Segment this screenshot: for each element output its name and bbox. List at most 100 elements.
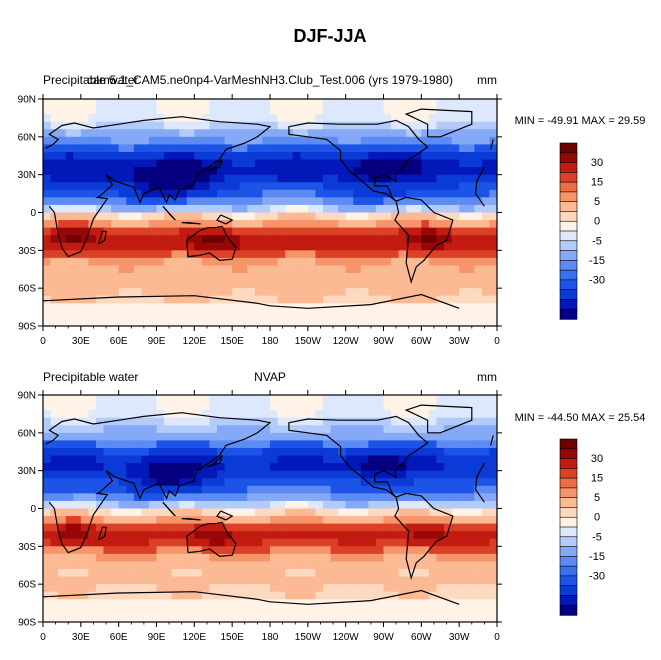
field-cell xyxy=(292,197,301,206)
field-cell xyxy=(232,440,241,449)
field-cell xyxy=(338,235,347,244)
field-cell xyxy=(360,114,369,123)
field-cell xyxy=(171,584,180,593)
field-cell xyxy=(186,614,195,622)
field-cell xyxy=(103,114,112,123)
field-cell xyxy=(126,561,135,570)
field-cell xyxy=(111,599,120,608)
field-cell xyxy=(466,440,475,449)
field-cell xyxy=(421,538,430,547)
field-cell xyxy=(43,395,52,404)
field-cell xyxy=(133,463,142,472)
field-cell xyxy=(118,432,127,441)
field-cell xyxy=(209,99,218,108)
field-cell xyxy=(201,288,211,297)
field-cell xyxy=(353,447,362,457)
field-cell xyxy=(277,440,286,449)
field-cell xyxy=(481,584,491,593)
field-cell xyxy=(254,197,264,206)
field-cell xyxy=(156,288,165,297)
field-cell xyxy=(43,182,52,191)
panel-observations: Precipitable water NVAP mm 0 30E 60E 90E 120… xyxy=(18,370,646,643)
field-cell xyxy=(179,614,188,622)
field-cell xyxy=(322,265,332,274)
field-cell xyxy=(330,591,339,600)
field-cell xyxy=(186,440,195,449)
field-cell xyxy=(232,220,241,229)
field-cell xyxy=(322,189,332,198)
field-cell xyxy=(383,417,392,426)
field-cell xyxy=(307,151,316,161)
field-cell xyxy=(50,493,59,502)
field-cell xyxy=(421,478,430,487)
field-cell xyxy=(239,395,248,404)
field-cell xyxy=(247,402,256,411)
field-cell xyxy=(133,303,142,312)
field-cell xyxy=(300,197,309,206)
field-cell xyxy=(375,235,385,244)
field-cell xyxy=(133,508,142,517)
field-cell xyxy=(65,493,74,502)
field-cell xyxy=(353,114,362,123)
field-cell xyxy=(224,99,233,108)
field-cell xyxy=(391,273,400,282)
field-cell xyxy=(436,425,445,434)
field-cell xyxy=(292,531,301,540)
field-cell xyxy=(391,129,400,138)
field-cell xyxy=(247,440,256,449)
panel-center-title: NVAP xyxy=(254,370,286,384)
field-cell xyxy=(398,257,407,267)
field-cell xyxy=(270,182,279,191)
field-cell xyxy=(285,227,294,236)
field-cell xyxy=(65,182,74,191)
field-cell xyxy=(141,212,150,221)
field-cell xyxy=(360,318,369,326)
field-cell xyxy=(95,591,105,600)
field-cell xyxy=(391,197,400,206)
field-cell xyxy=(383,546,392,555)
field-cell xyxy=(194,129,203,138)
field-cell xyxy=(126,417,135,426)
field-cell xyxy=(474,432,483,441)
field-cell xyxy=(88,553,97,563)
field-cell xyxy=(307,265,316,274)
field-cell xyxy=(111,455,120,464)
field-cell xyxy=(481,463,491,472)
field-cell xyxy=(65,470,74,479)
field-cell xyxy=(118,295,127,304)
field-cell xyxy=(164,204,173,214)
field-cell xyxy=(80,106,89,115)
colorbar-box xyxy=(559,546,578,558)
field-cell xyxy=(436,538,445,547)
colorbar-box xyxy=(559,152,578,164)
field-cell xyxy=(277,402,286,411)
field-cell xyxy=(186,265,195,274)
field-cell xyxy=(111,523,120,532)
field-cell xyxy=(103,561,112,570)
field-cell xyxy=(156,432,165,441)
field-cell xyxy=(353,523,362,532)
field-cell xyxy=(300,227,309,236)
field-cell xyxy=(118,410,127,419)
field-cell xyxy=(43,136,52,145)
field-cell xyxy=(489,242,497,251)
field-cell xyxy=(179,265,188,274)
field-cell xyxy=(292,265,301,274)
field-cell xyxy=(436,212,445,221)
field-cell xyxy=(171,425,180,434)
field-cell xyxy=(118,576,127,585)
field-cell xyxy=(489,576,497,585)
field-cell xyxy=(179,516,188,525)
field-cell xyxy=(201,295,211,304)
field-cell xyxy=(156,584,165,593)
field-cell xyxy=(88,288,97,297)
field-cell xyxy=(171,395,180,404)
field-cell xyxy=(239,167,248,176)
field-cell xyxy=(164,500,173,510)
field-cell xyxy=(126,189,135,198)
field-cell xyxy=(262,189,271,198)
field-cell xyxy=(345,569,354,578)
field-cell xyxy=(186,395,195,404)
field-cell xyxy=(307,189,316,198)
field-cell xyxy=(164,182,173,191)
